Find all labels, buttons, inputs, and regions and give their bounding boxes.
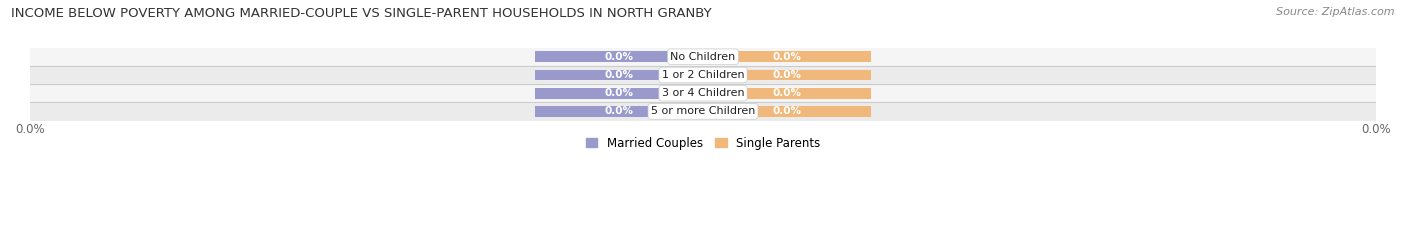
Text: 3 or 4 Children: 3 or 4 Children bbox=[662, 88, 744, 98]
Text: 0.0%: 0.0% bbox=[773, 106, 801, 116]
Bar bbox=[703, 51, 872, 62]
Text: 0.0%: 0.0% bbox=[773, 70, 801, 80]
Text: 0.0%: 0.0% bbox=[605, 106, 633, 116]
Bar bbox=[534, 106, 703, 117]
Text: INCOME BELOW POVERTY AMONG MARRIED-COUPLE VS SINGLE-PARENT HOUSEHOLDS IN NORTH G: INCOME BELOW POVERTY AMONG MARRIED-COUPL… bbox=[11, 7, 711, 20]
Text: 0.0%: 0.0% bbox=[773, 52, 801, 62]
Bar bbox=[30, 66, 1376, 84]
Text: 0.0%: 0.0% bbox=[605, 88, 633, 98]
Text: 1 or 2 Children: 1 or 2 Children bbox=[662, 70, 744, 80]
Text: 0.0%: 0.0% bbox=[773, 88, 801, 98]
Text: 0.0%: 0.0% bbox=[605, 52, 633, 62]
Bar bbox=[534, 51, 703, 62]
Bar bbox=[534, 88, 703, 99]
Text: 0.0%: 0.0% bbox=[605, 70, 633, 80]
Bar bbox=[30, 48, 1376, 66]
Bar bbox=[30, 84, 1376, 102]
Text: No Children: No Children bbox=[671, 52, 735, 62]
Legend: Married Couples, Single Parents: Married Couples, Single Parents bbox=[581, 132, 825, 155]
Bar bbox=[703, 88, 872, 99]
Text: Source: ZipAtlas.com: Source: ZipAtlas.com bbox=[1277, 7, 1395, 17]
Bar bbox=[703, 69, 872, 80]
Bar bbox=[703, 106, 872, 117]
Text: 5 or more Children: 5 or more Children bbox=[651, 106, 755, 116]
Bar bbox=[30, 102, 1376, 120]
Bar bbox=[534, 69, 703, 80]
